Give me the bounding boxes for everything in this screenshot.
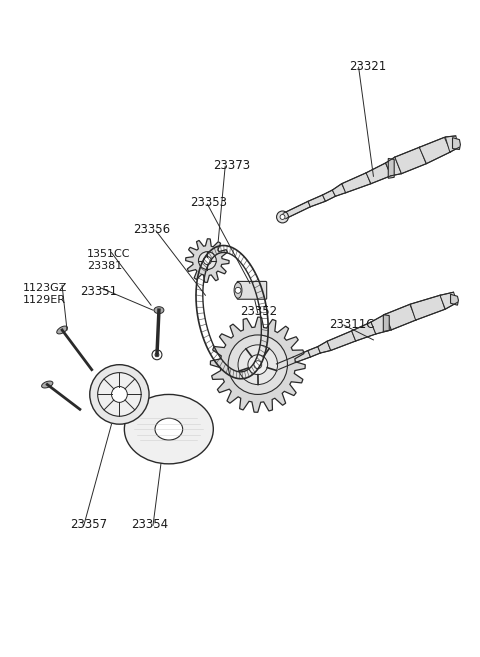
Polygon shape bbox=[410, 295, 445, 320]
Polygon shape bbox=[366, 163, 391, 184]
Text: 23353: 23353 bbox=[191, 196, 228, 209]
Polygon shape bbox=[445, 136, 459, 152]
Ellipse shape bbox=[57, 326, 67, 334]
Polygon shape bbox=[327, 331, 356, 350]
Ellipse shape bbox=[154, 307, 164, 313]
Circle shape bbox=[204, 257, 211, 265]
Circle shape bbox=[199, 252, 216, 269]
Polygon shape bbox=[283, 202, 311, 219]
Polygon shape bbox=[308, 347, 320, 357]
Polygon shape bbox=[276, 357, 296, 369]
Polygon shape bbox=[395, 147, 426, 173]
FancyBboxPatch shape bbox=[237, 281, 267, 299]
Text: 23373: 23373 bbox=[213, 160, 251, 172]
Ellipse shape bbox=[124, 394, 213, 464]
Polygon shape bbox=[386, 157, 401, 176]
Circle shape bbox=[111, 386, 127, 402]
Circle shape bbox=[238, 345, 277, 384]
Circle shape bbox=[90, 365, 149, 424]
Circle shape bbox=[235, 287, 241, 293]
Circle shape bbox=[274, 366, 277, 370]
Text: 1351CC: 1351CC bbox=[87, 249, 130, 259]
Text: 23354: 23354 bbox=[131, 518, 168, 532]
Polygon shape bbox=[388, 158, 394, 178]
Circle shape bbox=[280, 214, 285, 219]
Polygon shape bbox=[453, 137, 460, 150]
Circle shape bbox=[228, 335, 288, 394]
Polygon shape bbox=[371, 314, 391, 334]
Polygon shape bbox=[308, 195, 325, 207]
Text: 23356: 23356 bbox=[133, 223, 170, 236]
Ellipse shape bbox=[155, 419, 183, 440]
Polygon shape bbox=[210, 317, 305, 413]
Polygon shape bbox=[342, 173, 371, 193]
Polygon shape bbox=[332, 184, 346, 196]
Polygon shape bbox=[451, 294, 458, 306]
Circle shape bbox=[276, 211, 288, 223]
Ellipse shape bbox=[234, 283, 242, 298]
Circle shape bbox=[254, 361, 262, 369]
Polygon shape bbox=[385, 304, 416, 330]
Circle shape bbox=[270, 362, 281, 373]
Polygon shape bbox=[384, 315, 389, 332]
Text: 23352: 23352 bbox=[240, 306, 277, 318]
Polygon shape bbox=[186, 238, 229, 283]
Polygon shape bbox=[323, 190, 336, 201]
Text: 23357: 23357 bbox=[70, 518, 107, 532]
Circle shape bbox=[97, 373, 141, 417]
Polygon shape bbox=[318, 341, 331, 353]
Polygon shape bbox=[293, 351, 311, 363]
Polygon shape bbox=[419, 137, 451, 164]
Circle shape bbox=[248, 355, 268, 374]
Polygon shape bbox=[352, 322, 376, 341]
Text: 1123GZ: 1123GZ bbox=[23, 283, 67, 294]
Text: 23351: 23351 bbox=[80, 285, 117, 298]
Text: 1129ER: 1129ER bbox=[23, 295, 66, 306]
Text: 23321: 23321 bbox=[349, 60, 386, 74]
Text: 23311C: 23311C bbox=[329, 318, 374, 331]
Ellipse shape bbox=[42, 381, 53, 388]
Text: 23381: 23381 bbox=[87, 261, 122, 271]
Polygon shape bbox=[440, 292, 457, 309]
